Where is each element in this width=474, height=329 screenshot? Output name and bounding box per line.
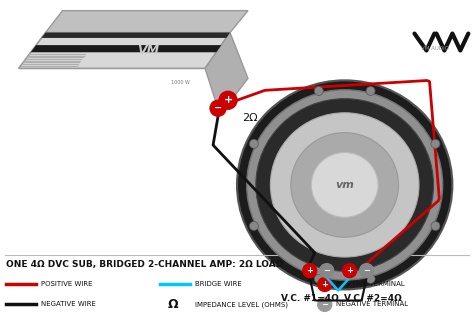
Ellipse shape [311, 153, 378, 217]
Text: +: + [321, 280, 328, 289]
Polygon shape [42, 33, 230, 38]
Text: ONE 4Ω DVC SUB, BRIDGED 2-CHANNEL AMP: 2Ω LOAD: ONE 4Ω DVC SUB, BRIDGED 2-CHANNEL AMP: 2… [6, 260, 283, 269]
Circle shape [431, 139, 440, 148]
Ellipse shape [256, 99, 434, 271]
Text: V.C. #1=4Ω: V.C. #1=4Ω [281, 294, 338, 303]
Text: BRIDGE WIRE: BRIDGE WIRE [195, 282, 242, 288]
Circle shape [318, 278, 332, 291]
Text: 2Ω: 2Ω [242, 113, 257, 123]
Text: +: + [306, 266, 313, 275]
Circle shape [249, 139, 258, 148]
Circle shape [314, 274, 323, 283]
Polygon shape [18, 33, 230, 68]
Polygon shape [46, 11, 248, 33]
Ellipse shape [246, 90, 443, 280]
Ellipse shape [270, 113, 419, 257]
Circle shape [360, 264, 374, 278]
Circle shape [219, 91, 237, 109]
Text: VM AUDIO: VM AUDIO [421, 46, 449, 51]
Text: −: − [363, 266, 370, 275]
Circle shape [366, 87, 375, 95]
Circle shape [431, 221, 440, 231]
Circle shape [366, 274, 375, 283]
Text: POSITIVE TERMINAL: POSITIVE TERMINAL [336, 282, 404, 288]
Text: +: + [223, 95, 233, 105]
Circle shape [343, 264, 356, 278]
Text: −: − [321, 300, 328, 309]
Text: −: − [323, 266, 330, 275]
Text: NEGATIVE WIRE: NEGATIVE WIRE [41, 301, 95, 307]
Circle shape [318, 297, 332, 311]
Polygon shape [205, 33, 248, 115]
Text: 1000 W: 1000 W [171, 80, 190, 85]
Ellipse shape [291, 133, 399, 237]
Text: +: + [346, 266, 353, 275]
Text: V.C. #2=4Ω: V.C. #2=4Ω [344, 294, 401, 303]
Text: VM: VM [137, 44, 159, 57]
Text: Ω: Ω [168, 298, 179, 311]
Circle shape [249, 221, 258, 231]
Text: NEGATIVE TERMINAL: NEGATIVE TERMINAL [336, 301, 408, 307]
Circle shape [314, 87, 323, 95]
Polygon shape [31, 45, 221, 52]
Circle shape [320, 264, 334, 278]
Circle shape [210, 100, 226, 116]
Ellipse shape [237, 80, 452, 290]
Text: −: − [214, 103, 222, 113]
Text: IMPEDANCE LEVEL (OHMS): IMPEDANCE LEVEL (OHMS) [195, 301, 288, 308]
Text: POSITIVE WIRE: POSITIVE WIRE [41, 282, 92, 288]
Circle shape [303, 264, 317, 278]
Text: vm: vm [335, 180, 354, 190]
